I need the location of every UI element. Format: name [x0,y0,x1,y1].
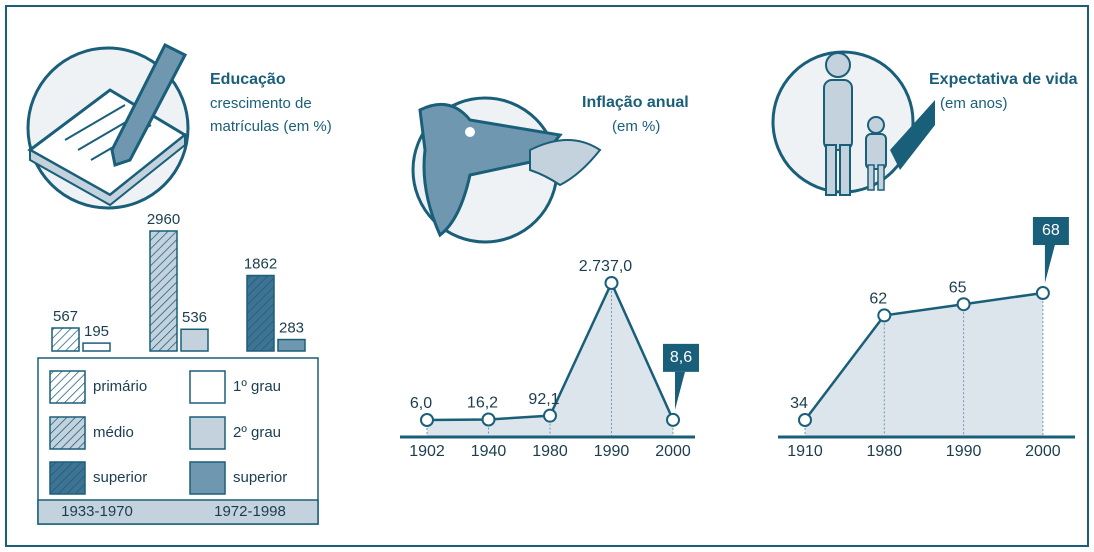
x-tick-label: 1940 [471,443,507,460]
bar-value-label: 195 [84,323,109,340]
infographic: Educação crescimento de matrículas (em %… [0,0,1094,552]
legend-label: superior [233,469,287,486]
point [544,410,556,422]
legend-label: 1º grau [233,378,281,395]
point [878,309,890,321]
legend-swatch [190,462,225,494]
bar-value-label: 283 [279,319,304,336]
bar-value-label: 536 [182,309,207,326]
legend-label: primário [93,378,147,395]
bar [150,231,177,351]
point-label: 92,1 [528,391,559,408]
x-tick-label: 1902 [409,443,445,460]
point-label: 2.737,0 [579,258,632,275]
bar-value-label: 567 [53,308,78,325]
legend-swatch [50,417,85,449]
point [483,413,495,425]
x-tick-label: 1980 [867,443,903,460]
legend-swatch [190,417,225,449]
callout-label: 68 [1042,222,1060,239]
point [667,414,679,426]
legend-swatch [50,371,85,403]
bar-value-label: 1862 [244,255,277,272]
chart-title: Expectativa de vida [929,71,1078,88]
point-label: 62 [869,291,887,308]
callout-label: 8,6 [670,349,692,366]
chart-subtitle: matrículas (em %) [210,118,332,135]
point [606,277,618,289]
legend-label: superior [93,469,147,486]
point [421,414,433,426]
bar-value-label: 2960 [147,211,180,228]
x-tick-label: 1990 [594,443,630,460]
legend-swatch [190,371,225,403]
point [799,414,811,426]
bar [181,329,208,351]
point-label: 34 [790,395,808,412]
x-tick-label: 1990 [946,443,982,460]
point [958,298,970,310]
point-label: 6,0 [410,395,432,412]
bar [247,276,274,351]
bar [278,340,305,351]
point-label: 65 [949,279,967,296]
point [1037,287,1049,299]
chart-subtitle: (em %) [612,118,660,135]
x-tick-label: 1980 [532,443,568,460]
chart-subtitle: crescimento de [210,95,312,112]
x-tick-label: 1910 [787,443,823,460]
chart-title: Educação [210,71,286,88]
bar [52,328,79,351]
chart-subtitle: (em anos) [940,95,1008,112]
legend-label: médio [93,424,134,441]
legend-series-name: 1933-1970 [61,503,133,520]
chart-title: Inflação anual [582,94,689,111]
bar [83,343,110,351]
page: Educação crescimento de matrículas (em %… [0,0,1094,552]
legend-swatch [50,462,85,494]
x-tick-label: 2000 [655,443,691,460]
point-label: 16,2 [467,395,498,412]
legend-series-name: 1972-1998 [214,503,286,520]
notepad-icon [28,45,188,208]
x-tick-label: 2000 [1025,443,1061,460]
legend-label: 2º grau [233,424,281,441]
